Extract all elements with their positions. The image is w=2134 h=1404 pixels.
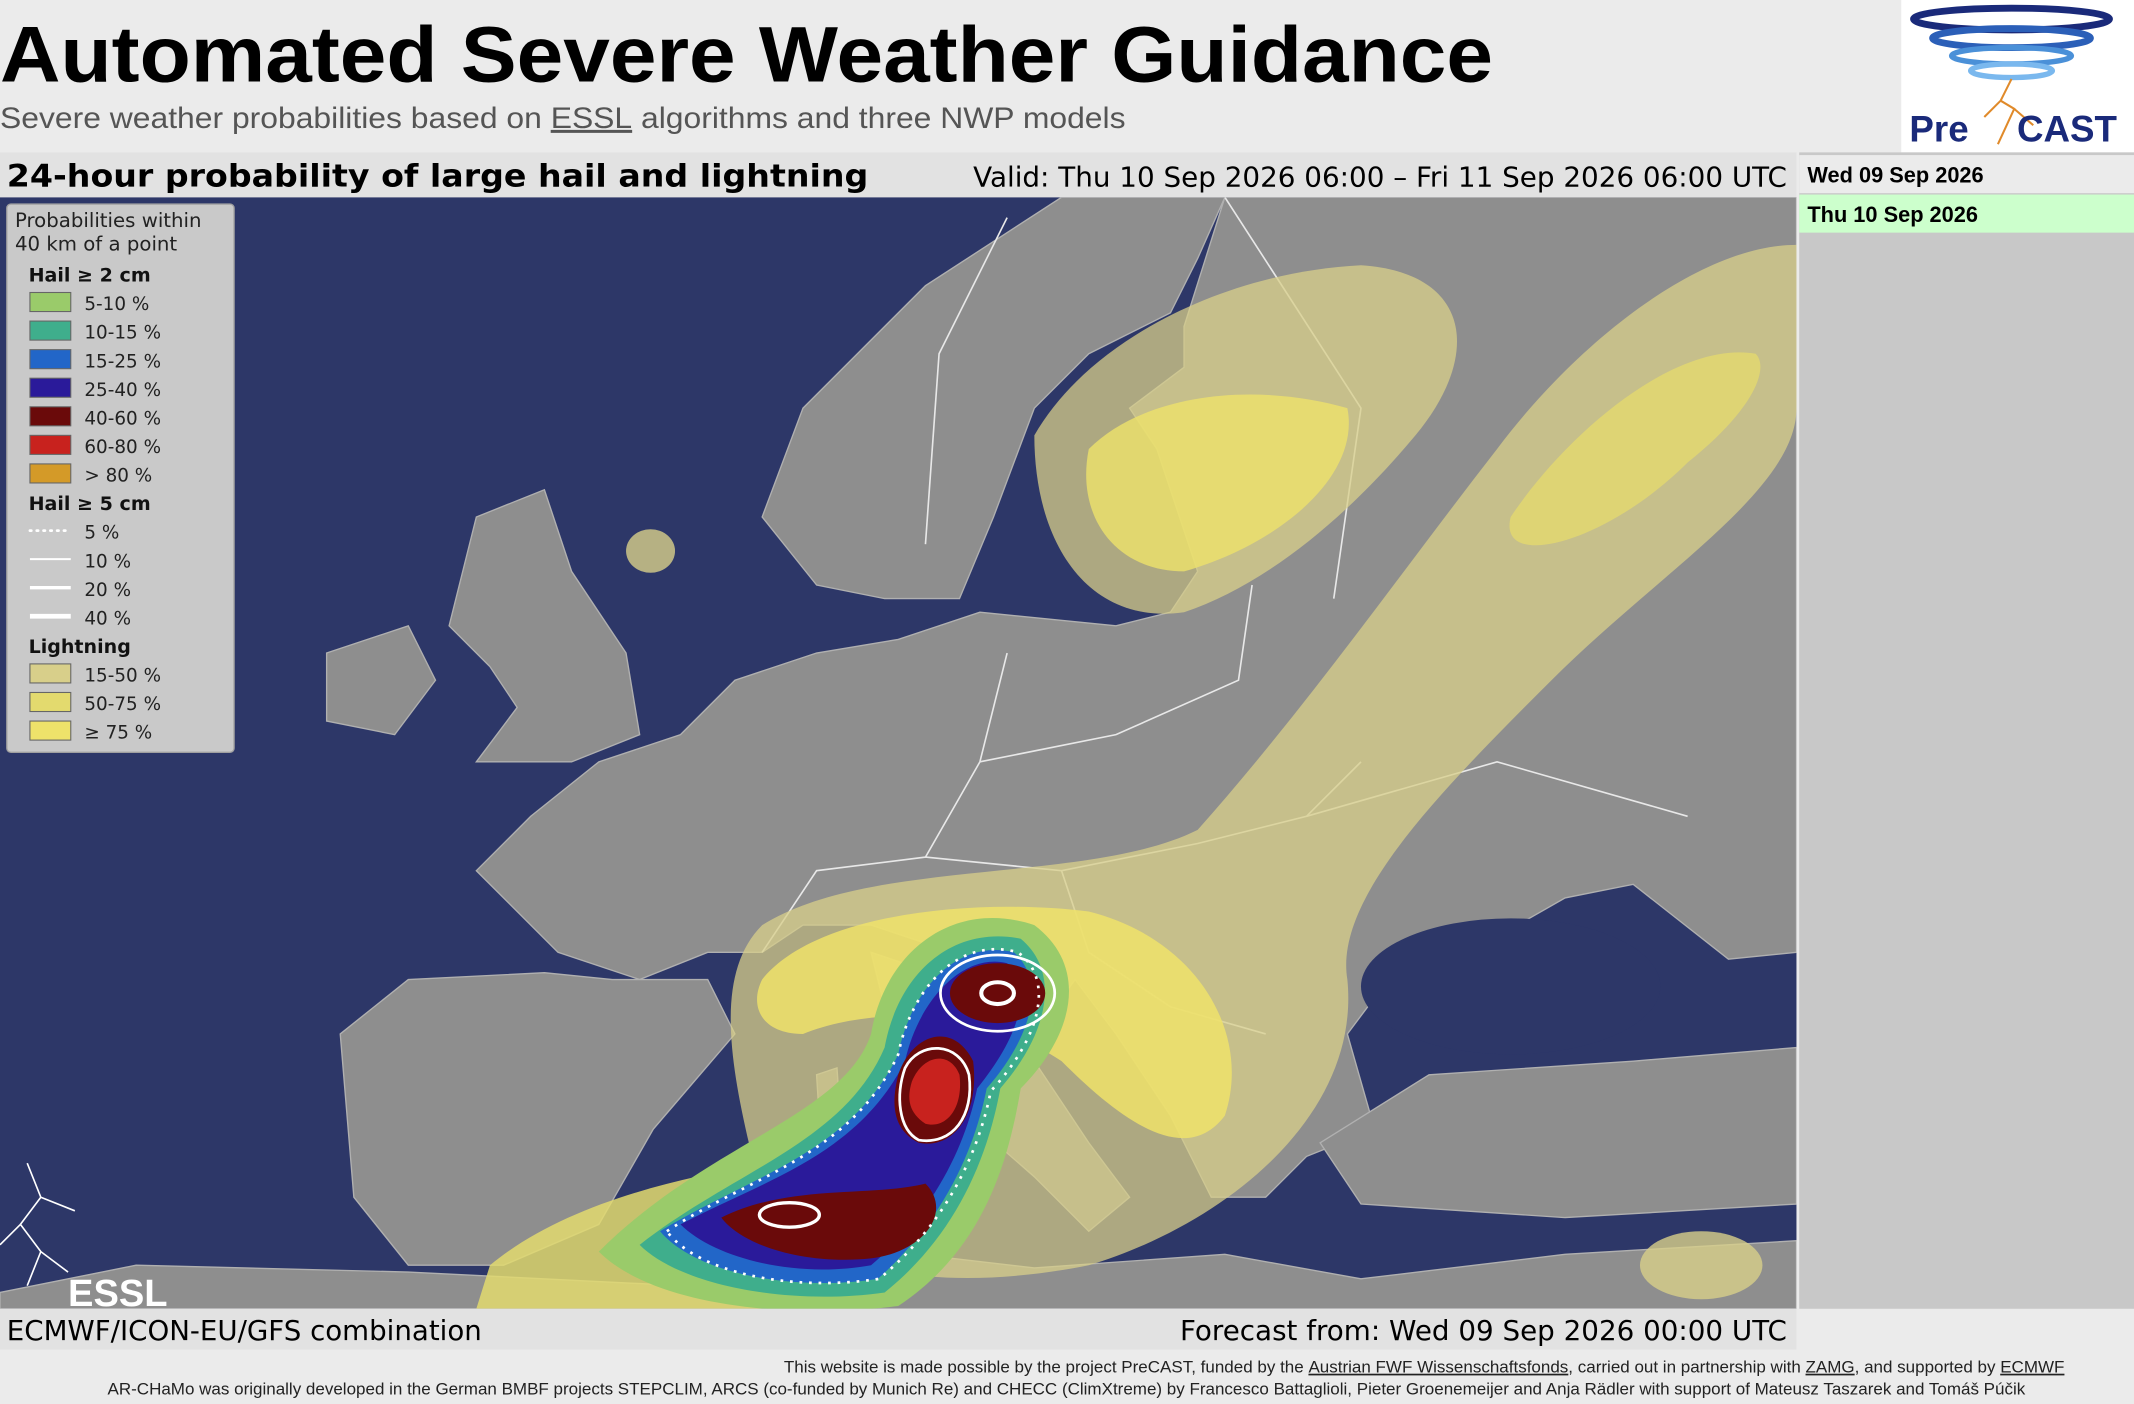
subtitle-text: algorithms and three NWP models xyxy=(632,102,1125,135)
date-item-selected[interactable]: Thu 10 Sep 2026 xyxy=(1799,194,2134,233)
header-bg xyxy=(0,0,2134,153)
legend-heading: 40 km of a point xyxy=(15,232,177,255)
footer-text: , and supported by xyxy=(1855,1358,2001,1377)
map-valid: Valid: Thu 10 Sep 2026 06:00 – Fri 11 Se… xyxy=(973,162,1787,193)
legend-label: 15-50 % xyxy=(84,666,161,687)
date-label[interactable]: Thu 10 Sep 2026 xyxy=(1807,202,1978,227)
border xyxy=(924,217,1008,545)
page-title: Automated Severe Weather Guidance xyxy=(0,11,1493,99)
legend-swatch xyxy=(29,349,72,370)
legend-label: 10 % xyxy=(84,551,131,572)
lightning-area xyxy=(1086,394,1349,572)
black-sea xyxy=(1360,918,1661,1055)
logo-text: CAST xyxy=(2017,108,2118,149)
legend-swatch xyxy=(29,320,72,341)
legend-label: 50-75 % xyxy=(84,694,161,715)
footer-text: This website is made possible by the pro… xyxy=(784,1358,1309,1377)
footer-line: This website is made possible by the pro… xyxy=(784,1358,2065,1377)
date-item[interactable]: Wed 09 Sep 2026 xyxy=(1799,155,2134,194)
legend-swatch xyxy=(29,463,72,484)
map-title-bar xyxy=(0,152,1797,198)
hail-contour xyxy=(757,1200,822,1229)
hail-contour xyxy=(898,1047,972,1143)
scandinavia xyxy=(761,197,1226,600)
legend-label: 5-10 % xyxy=(84,294,149,315)
lightning-area xyxy=(626,529,676,573)
date-label[interactable]: Wed 09 Sep 2026 xyxy=(1807,162,1983,187)
hail-contour xyxy=(979,980,1016,1007)
forecast-from: Forecast from: Wed 09 Sep 2026 00:00 UTC xyxy=(1180,1316,1787,1347)
date-row xyxy=(1799,194,2134,233)
legend-label: 25-40 % xyxy=(84,380,161,401)
essl-link[interactable]: ESSL xyxy=(551,102,632,135)
footer-link[interactable]: ZAMG xyxy=(1806,1358,1855,1377)
legend-label: 5 % xyxy=(84,523,119,544)
ireland xyxy=(325,624,437,736)
page-subtitle: Severe weather probabilities based on ES… xyxy=(0,102,1126,135)
precast-logo[interactable]: Pre CAST xyxy=(1901,0,2134,153)
legend-label: 40 % xyxy=(84,608,131,629)
legend-section-title: Lightning xyxy=(29,636,131,658)
legend-label: 10-15 % xyxy=(84,323,161,344)
legend-label: 20 % xyxy=(84,580,131,601)
legend-heading: Probabilities within xyxy=(15,209,202,232)
footer-link[interactable]: Austrian FWF Wissenschaftsfonds xyxy=(1308,1358,1568,1377)
hail-areas xyxy=(598,918,1069,1309)
legend-label: > 80 % xyxy=(84,466,152,487)
border xyxy=(979,584,1253,763)
date-row xyxy=(1799,155,2134,194)
legend-label: 15-25 % xyxy=(84,351,161,372)
footer-link[interactable]: ECMWF xyxy=(2000,1358,2064,1377)
essl-logo: ESSL xyxy=(0,1162,168,1315)
iberia xyxy=(339,972,736,1266)
legend-label: 60-80 % xyxy=(84,437,161,458)
legend-swatch xyxy=(29,406,72,427)
legend-swatch xyxy=(29,691,72,713)
lightning-area xyxy=(1509,352,1761,546)
legend-label: ≥ 75 % xyxy=(84,723,152,744)
hail-area xyxy=(949,963,1046,1024)
map-title: 24-hour probability of large hail and li… xyxy=(7,158,868,194)
legend-swatch xyxy=(29,720,72,741)
turkey xyxy=(1319,1046,1797,1219)
footer-line: AR-CHaMo was originally developed in the… xyxy=(108,1379,2026,1398)
hail-contour xyxy=(664,947,1041,1285)
hail-area xyxy=(909,1058,961,1125)
footer-text: , carried out in partnership with xyxy=(1568,1358,1805,1377)
hail-contour xyxy=(939,953,1057,1033)
legend-section-title: Hail ≥ 2 cm xyxy=(29,265,151,287)
lightning-area xyxy=(1639,1231,1763,1300)
great-britain xyxy=(448,488,641,763)
legend-label: 40-60 % xyxy=(84,408,161,429)
essl-logo-text: ESSL xyxy=(68,1273,168,1315)
logo-text: Pre xyxy=(1909,108,1968,149)
legend-swatch xyxy=(29,434,72,455)
sidebar xyxy=(1799,152,2134,1309)
legend-swatch xyxy=(29,291,72,313)
logo-bolt xyxy=(1983,78,2034,145)
model-info: ECMWF/ICON-EU/GFS combination xyxy=(7,1316,482,1347)
logo-arc xyxy=(1967,61,2056,81)
essl-bolt xyxy=(0,1162,76,1286)
borders xyxy=(761,197,1688,1035)
legend-swatch xyxy=(29,663,72,684)
legend-section-title: Hail ≥ 5 cm xyxy=(29,493,151,515)
subtitle-text: Severe weather probabilities based on xyxy=(0,102,551,135)
map-footer-bar xyxy=(0,1308,1797,1350)
legend-swatch xyxy=(29,377,72,398)
